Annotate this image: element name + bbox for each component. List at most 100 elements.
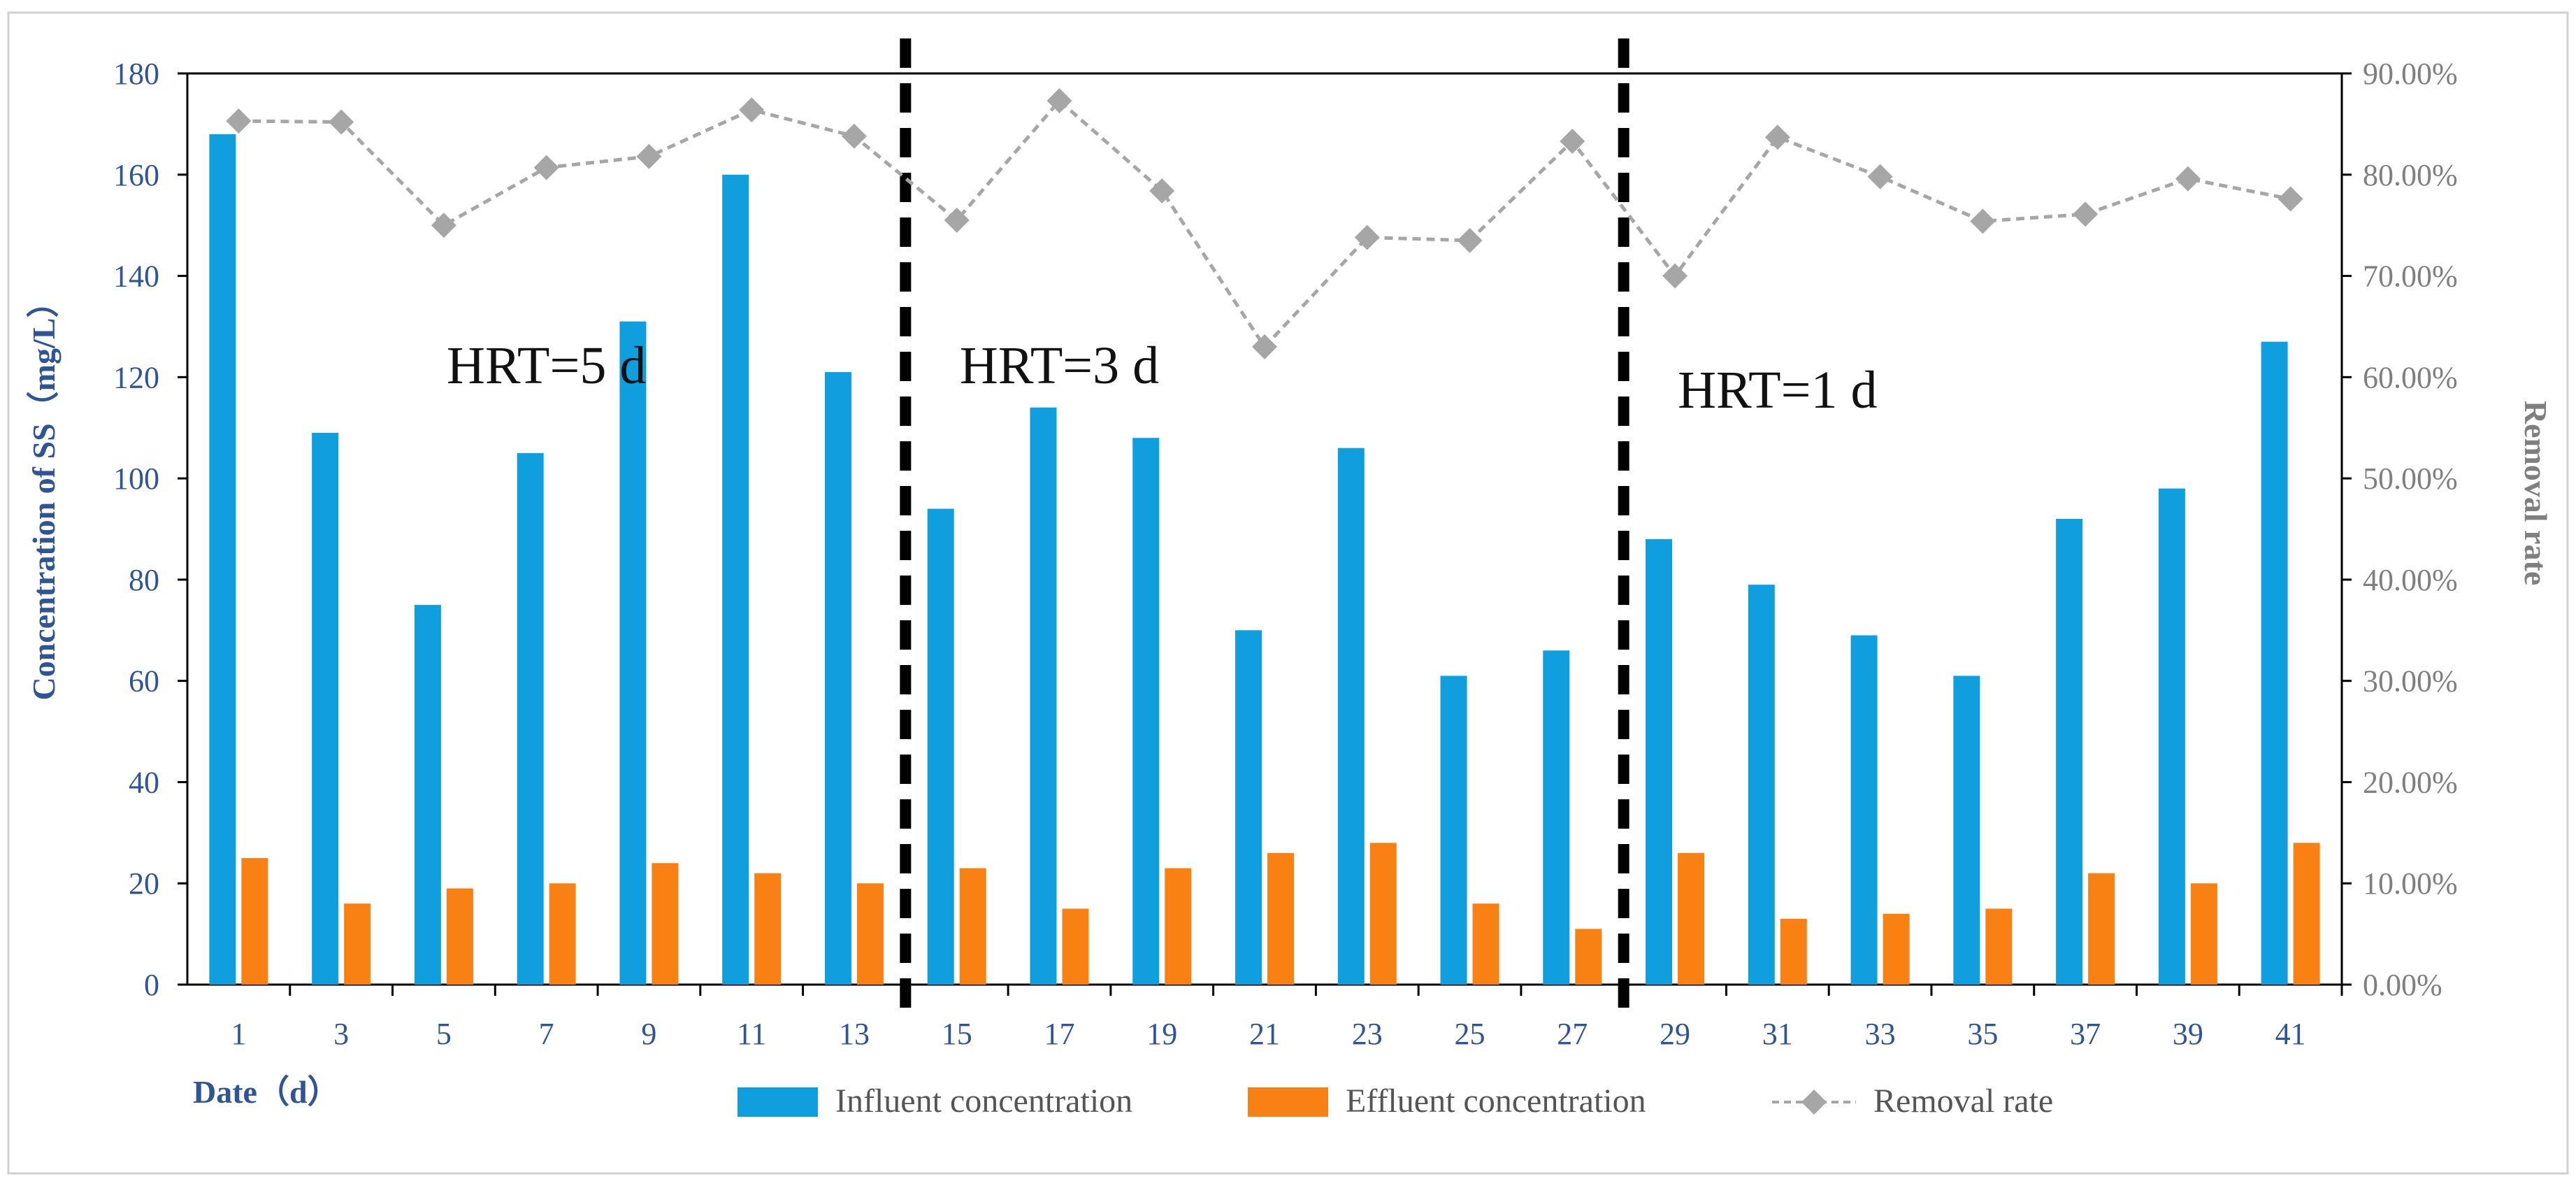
- point-removal-rate: [2278, 186, 2303, 212]
- bar-effluent: [1165, 868, 1192, 985]
- bar-effluent: [549, 883, 576, 985]
- y2-tick-label: 70.00%: [2363, 259, 2458, 294]
- point-removal-rate: [636, 143, 662, 169]
- x-tick-label: 31: [1762, 1017, 1793, 1051]
- point-removal-rate: [841, 123, 867, 149]
- point-removal-rate: [1149, 178, 1175, 203]
- y2-tick-label: 90.00%: [2363, 57, 2458, 91]
- y2-tick-label: 30.00%: [2363, 664, 2458, 699]
- y-tick-label: 140: [113, 259, 159, 294]
- legend-swatch-influent: [737, 1087, 818, 1117]
- y2-tick-label: 50.00%: [2363, 462, 2458, 496]
- bar-influent: [927, 508, 954, 985]
- bar-effluent: [1062, 908, 1089, 985]
- x-tick-label: 33: [1865, 1017, 1896, 1051]
- legend-swatch-effluent: [1248, 1087, 1328, 1117]
- x-tick-label: 37: [2070, 1017, 2101, 1051]
- bar-effluent: [344, 903, 371, 985]
- bar-influent: [1030, 407, 1057, 985]
- bar-effluent: [1985, 908, 2013, 985]
- y-tick-label: 60: [129, 664, 159, 699]
- bar-effluent: [2293, 843, 2320, 985]
- y-tick-label: 20: [129, 866, 159, 901]
- legend-label-influent: Influent concentration: [835, 1083, 1132, 1120]
- y2-tick-label: 40.00%: [2363, 563, 2458, 597]
- x-tick-label: 9: [641, 1017, 656, 1051]
- bar-effluent: [1267, 852, 1294, 985]
- bar-influent: [722, 174, 749, 985]
- x-tick-label: 21: [1249, 1017, 1280, 1051]
- x-tick-label: 35: [1967, 1017, 1998, 1051]
- point-removal-rate: [533, 155, 559, 180]
- bar-effluent: [959, 868, 986, 985]
- bar-effluent: [1369, 843, 1397, 985]
- point-removal-rate: [1560, 129, 1585, 155]
- hrt-annotation: HRT=3 d: [960, 336, 1159, 395]
- point-removal-rate: [1867, 164, 1893, 190]
- bar-influent: [824, 372, 851, 985]
- bar-influent: [1132, 438, 1160, 985]
- bar-influent: [1440, 676, 1467, 985]
- point-removal-rate: [1354, 224, 1380, 250]
- bar-influent: [1235, 630, 1262, 985]
- x-tick-label: 3: [333, 1017, 349, 1051]
- point-removal-rate: [2175, 166, 2201, 192]
- y2-tick-label: 20.00%: [2363, 765, 2458, 799]
- bar-influent: [2158, 488, 2185, 985]
- bar-effluent: [2190, 883, 2217, 985]
- bar-influent: [414, 605, 441, 985]
- bar-influent: [1646, 538, 1673, 985]
- legend-label-removal: Removal rate: [1873, 1083, 2053, 1120]
- bar-effluent: [754, 873, 782, 985]
- point-removal-rate: [1046, 88, 1072, 114]
- point-removal-rate: [329, 109, 354, 135]
- point-removal-rate: [1970, 208, 1996, 234]
- y2-tick-label: 60.00%: [2363, 360, 2458, 394]
- bar-effluent: [446, 888, 473, 985]
- x-axis-title: Date（d）: [193, 1074, 340, 1110]
- x-tick-label: 39: [2173, 1017, 2203, 1051]
- y-tick-label: 120: [113, 360, 159, 394]
- x-tick-label: 25: [1455, 1017, 1485, 1051]
- plot-area-frame: [186, 72, 2343, 986]
- bar-effluent: [1780, 918, 1807, 985]
- x-tick-label: 13: [839, 1017, 870, 1051]
- y2-tick-label: 10.00%: [2363, 866, 2458, 901]
- y2-tick-label: 80.00%: [2363, 158, 2458, 192]
- point-removal-rate: [2073, 201, 2099, 227]
- x-tick-label: 7: [539, 1017, 554, 1051]
- legend-label-effluent: Effluent concentration: [1346, 1083, 1646, 1120]
- point-removal-rate: [1457, 227, 1483, 253]
- x-tick-label: 19: [1146, 1017, 1177, 1051]
- x-tick-label: 11: [737, 1017, 766, 1051]
- bar-effluent: [2088, 873, 2115, 985]
- bar-effluent: [1678, 852, 1705, 985]
- point-removal-rate: [944, 207, 970, 233]
- bar-influent: [1543, 650, 1570, 985]
- y-tick-label: 40: [129, 765, 159, 799]
- y-tick-label: 180: [113, 57, 159, 91]
- bar-influent: [2261, 341, 2288, 985]
- x-tick-label: 29: [1660, 1017, 1690, 1051]
- y-tick-label: 0: [144, 968, 159, 1002]
- y2-tick-label: 0.00%: [2363, 968, 2442, 1002]
- x-tick-label: 27: [1557, 1017, 1588, 1051]
- bar-influent: [1748, 585, 1775, 985]
- bar-effluent: [652, 863, 679, 985]
- point-removal-rate: [1662, 263, 1688, 289]
- bar-influent: [209, 134, 236, 985]
- x-tick-label: 23: [1352, 1017, 1383, 1051]
- y-axis-title: Concentration of SS（mg/L）: [26, 286, 62, 701]
- bar-influent: [2056, 519, 2083, 985]
- bar-effluent: [1472, 903, 1499, 985]
- point-removal-rate: [431, 213, 456, 238]
- bar-effluent: [1575, 929, 1602, 985]
- bar-effluent: [856, 883, 884, 985]
- hrt-annotation: HRT=5 d: [447, 336, 646, 395]
- point-removal-rate: [739, 97, 765, 123]
- bar-influent: [312, 432, 339, 985]
- x-tick-label: 1: [231, 1017, 246, 1051]
- point-removal-rate: [1252, 334, 1277, 359]
